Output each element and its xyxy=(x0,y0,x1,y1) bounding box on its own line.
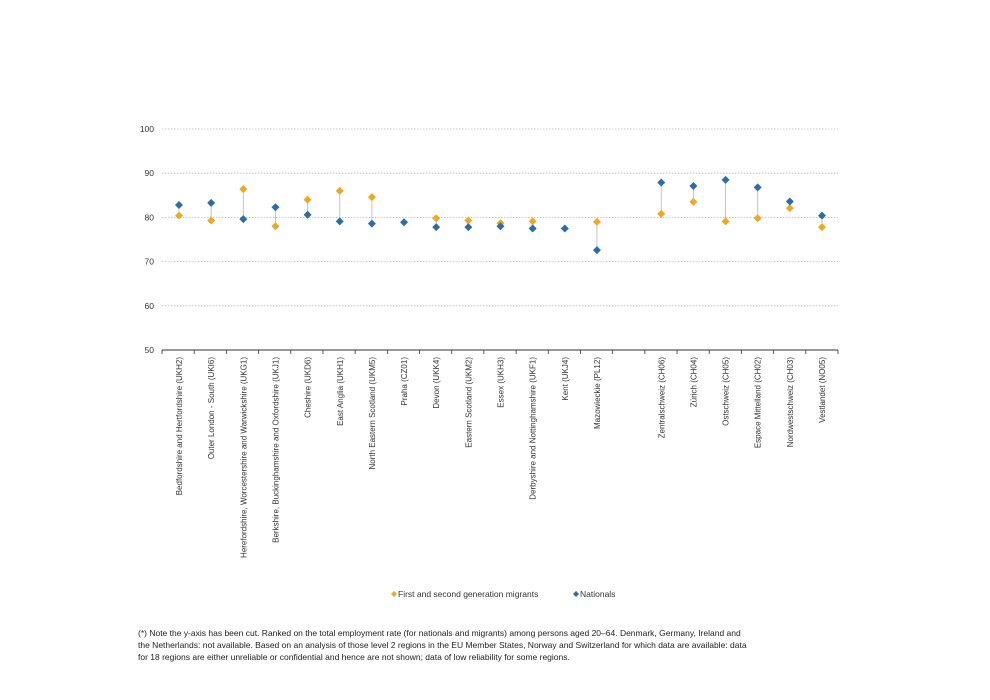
legend-migrants-marker xyxy=(391,591,397,597)
migrants-marker xyxy=(657,209,666,218)
legend-label: Nationals xyxy=(580,589,615,599)
legend: First and second generation migrants Nati… xyxy=(391,589,615,599)
y-tick-label: 70 xyxy=(145,257,155,267)
nationals-marker xyxy=(303,210,312,219)
x-tick-label: Mazowieckie (PL12) xyxy=(593,357,602,429)
migrants-marker xyxy=(689,197,698,206)
footnote: (*) Note the y-axis has been cut. Ranked… xyxy=(138,628,747,662)
x-tick-label: Espace Mittelland (CH02) xyxy=(754,357,763,448)
x-tick-label: Kent (UKJ4) xyxy=(561,357,570,401)
nationals-marker xyxy=(818,211,826,220)
grid-lines xyxy=(162,128,838,307)
range-connectors xyxy=(178,179,823,251)
nationals-marker xyxy=(496,222,505,231)
y-tick-label: 90 xyxy=(145,168,155,178)
nationals-marker xyxy=(207,198,216,207)
migrants-marker xyxy=(592,217,601,226)
nationals-marker xyxy=(753,183,762,192)
x-tick-label: Devon (UKK4) xyxy=(432,357,441,409)
nationals-marker xyxy=(689,182,698,191)
legend-nationals-marker xyxy=(573,591,579,597)
migrants-marker xyxy=(271,222,280,231)
data-markers xyxy=(175,175,826,255)
x-tick-label: Berkshire, Buckinghamshire and Oxfordshi… xyxy=(271,357,280,543)
nationals-marker xyxy=(432,223,441,232)
nationals-marker xyxy=(464,223,473,232)
x-tick-label: Zürich (CH04) xyxy=(689,357,698,408)
nationals-marker xyxy=(335,217,344,226)
x-tick-label: Nordwestschweiz (CH03) xyxy=(786,357,795,448)
nationals-marker xyxy=(271,203,280,212)
migrants-marker xyxy=(335,186,344,195)
x-tick-label: Outer London - South (UKI6) xyxy=(207,357,216,460)
y-tick-label: 100 xyxy=(140,124,154,134)
nationals-marker xyxy=(560,224,569,233)
x-tick-label: Eastern Scotland (UKM2) xyxy=(464,357,473,448)
migrants-marker xyxy=(818,223,826,232)
y-tick-label: 80 xyxy=(145,212,155,222)
nationals-marker xyxy=(400,218,409,227)
x-tick-label: Vestlandet (NO05) xyxy=(818,357,827,423)
nationals-marker xyxy=(175,201,183,210)
migrants-marker xyxy=(721,217,730,226)
migrants-marker xyxy=(753,214,762,223)
migrants-marker xyxy=(175,211,183,220)
x-tick-label: Cheshire (UKD6) xyxy=(304,357,313,418)
migrants-marker xyxy=(367,193,376,202)
x-axis: Bedfordshire and Hertfordshire (UKH2) Out… xyxy=(161,349,839,558)
migrants-marker xyxy=(239,185,248,194)
x-tick-label: Zentralschweiz (CH06) xyxy=(657,357,666,439)
y-axis: 50 60 70 80 90 100 xyxy=(140,124,154,355)
migrants-marker xyxy=(432,214,441,223)
x-tick-label: Praha (CZ01) xyxy=(400,357,409,406)
y-tick-label: 50 xyxy=(145,345,155,355)
x-tick-label: Essex (UKH3) xyxy=(497,357,506,408)
legend-label: First and second generation migrants xyxy=(398,589,538,599)
nationals-marker xyxy=(592,246,601,255)
nationals-marker xyxy=(239,215,248,224)
x-tick-label: North Eastern Scotland (UKM5) xyxy=(368,357,377,470)
x-tick-label: Derbyshire and Nottinghamshire (UKF1) xyxy=(529,357,538,500)
x-tick-label: Bedfordshire and Hertfordshire (UKH2) xyxy=(175,357,184,496)
migrants-marker xyxy=(785,204,794,213)
migrants-marker xyxy=(303,195,312,204)
nationals-marker xyxy=(785,197,794,206)
nationals-marker xyxy=(657,178,666,187)
migrants-marker xyxy=(207,216,216,225)
y-tick-label: 60 xyxy=(145,301,155,311)
migrants-marker xyxy=(464,216,473,225)
migrants-marker xyxy=(528,217,537,226)
nationals-marker xyxy=(367,219,376,228)
nationals-marker xyxy=(721,175,730,184)
x-tick-label: East Anglia (UKH1) xyxy=(336,357,345,426)
x-tick-label: Herefordshire, Worcestershire and Warwic… xyxy=(239,357,248,558)
nationals-marker xyxy=(528,224,537,233)
x-tick-label: Ostschweiz (CH05) xyxy=(722,357,731,426)
